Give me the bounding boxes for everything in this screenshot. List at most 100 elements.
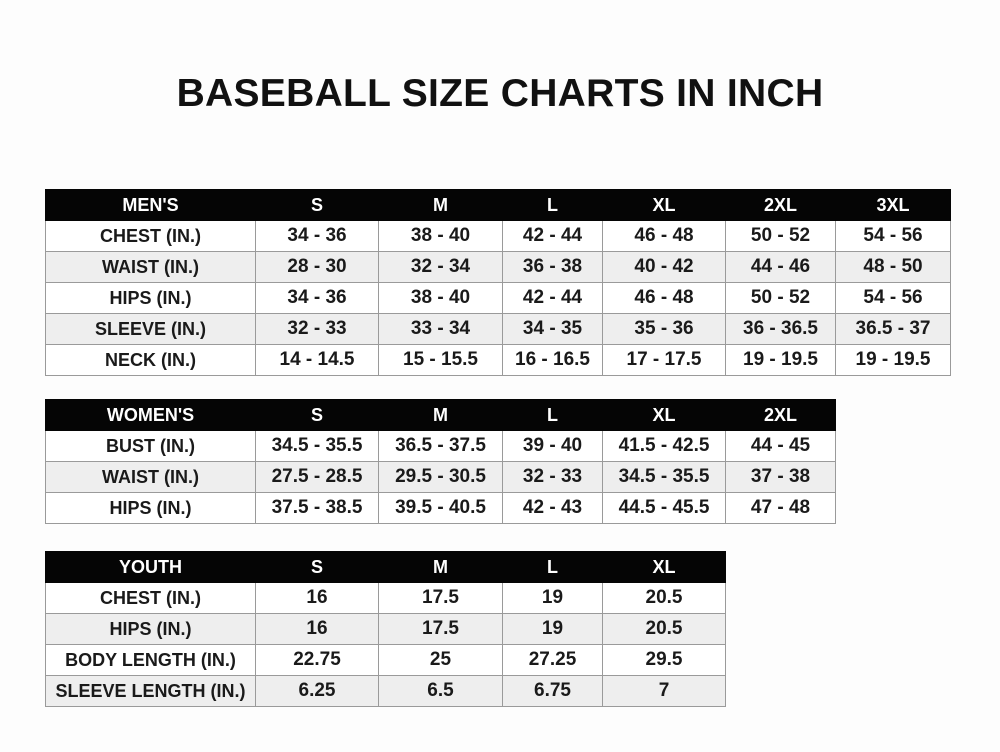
measurement-cell: 32 - 33	[255, 313, 379, 345]
youth-size-table: YOUTH S M L XL CHEST (IN.) 16 17.5 19 20.5 HIPS (I…	[45, 551, 726, 707]
measurement-cell: 35 - 36	[602, 313, 726, 345]
measurement-cell: 40 - 42	[602, 251, 726, 283]
measurement-cell: 16	[255, 613, 379, 645]
size-header: S	[255, 399, 379, 431]
measurement-cell: 46 - 48	[602, 282, 726, 314]
table-row: WAIST (IN.) 28 - 30 32 - 34 36 - 38 40 - 42 4…	[45, 251, 951, 283]
measurement-cell: 36.5 - 37.5	[378, 430, 503, 462]
measurement-cell: 34.5 - 35.5	[255, 430, 379, 462]
measurement-label: SLEEVE (IN.)	[45, 313, 256, 345]
size-header: S	[255, 551, 379, 583]
table-row: BUST (IN.) 34.5 - 35.5 36.5 - 37.5 39 - 40 4…	[45, 430, 836, 462]
measurement-cell: 54 - 56	[835, 282, 951, 314]
table-header-row: MEN'S S M L XL 2XL 3XL	[45, 189, 951, 221]
measurement-cell: 34 - 36	[255, 220, 379, 252]
size-header: XL	[602, 189, 726, 221]
table-row: CHEST (IN.) 16 17.5 19 20.5	[45, 582, 726, 614]
measurement-cell: 17.5	[378, 582, 503, 614]
womens-size-table: WOMEN'S S M L XL 2XL BUST (IN.) 34.5 - 35.5 36.5…	[45, 399, 836, 524]
measurement-label: WAIST (IN.)	[45, 461, 256, 493]
size-header: 2XL	[725, 189, 836, 221]
measurement-cell: 33 - 34	[378, 313, 503, 345]
measurement-label: BUST (IN.)	[45, 430, 256, 462]
measurement-cell: 34.5 - 35.5	[602, 461, 726, 493]
table-row: SLEEVE LENGTH (IN.) 6.25 6.5 6.75 7	[45, 675, 726, 707]
measurement-cell: 38 - 40	[378, 220, 503, 252]
measurement-cell: 47 - 48	[725, 492, 836, 524]
table-header-row: WOMEN'S S M L XL 2XL	[45, 399, 836, 431]
table-row: HIPS (IN.) 16 17.5 19 20.5	[45, 613, 726, 645]
measurement-cell: 32 - 34	[378, 251, 503, 283]
size-header: 3XL	[835, 189, 951, 221]
measurement-label: HIPS (IN.)	[45, 282, 256, 314]
measurement-cell: 37.5 - 38.5	[255, 492, 379, 524]
measurement-cell: 16	[255, 582, 379, 614]
size-header: XL	[602, 399, 726, 431]
measurement-cell: 39.5 - 40.5	[378, 492, 503, 524]
size-header: M	[378, 399, 503, 431]
size-header: 2XL	[725, 399, 836, 431]
category-header: WOMEN'S	[45, 399, 256, 431]
measurement-cell: 42 - 43	[502, 492, 603, 524]
measurement-cell: 32 - 33	[502, 461, 603, 493]
table-row: HIPS (IN.) 37.5 - 38.5 39.5 - 40.5 42 - 43 4…	[45, 492, 836, 524]
measurement-cell: 6.5	[378, 675, 503, 707]
measurement-cell: 17 - 17.5	[602, 344, 726, 376]
table-row: SLEEVE (IN.) 32 - 33 33 - 34 34 - 35 35 - 36…	[45, 313, 951, 345]
table-row: BODY LENGTH (IN.) 22.75 25 27.25 29.5	[45, 644, 726, 676]
table-row: CHEST (IN.) 34 - 36 38 - 40 42 - 44 46 - 48 5…	[45, 220, 951, 252]
measurement-cell: 20.5	[602, 613, 726, 645]
measurement-cell: 17.5	[378, 613, 503, 645]
measurement-cell: 38 - 40	[378, 282, 503, 314]
measurement-cell: 29.5 - 30.5	[378, 461, 503, 493]
measurement-cell: 6.75	[502, 675, 603, 707]
measurement-cell: 42 - 44	[502, 282, 603, 314]
size-header: XL	[602, 551, 726, 583]
measurement-label: BODY LENGTH (IN.)	[45, 644, 256, 676]
measurement-cell: 36 - 38	[502, 251, 603, 283]
measurement-label: HIPS (IN.)	[45, 492, 256, 524]
mens-size-table: MEN'S S M L XL 2XL 3XL CHEST (IN.) 34 - 36 38 - 4…	[45, 189, 951, 376]
measurement-cell: 22.75	[255, 644, 379, 676]
table-header-row: YOUTH S M L XL	[45, 551, 726, 583]
measurement-cell: 37 - 38	[725, 461, 836, 493]
page-title: BASEBALL SIZE CHARTS IN INCH	[176, 72, 824, 115]
table-row: HIPS (IN.) 34 - 36 38 - 40 42 - 44 46 - 48 50…	[45, 282, 951, 314]
category-header: MEN'S	[45, 189, 256, 221]
measurement-cell: 19 - 19.5	[725, 344, 836, 376]
size-header: M	[378, 189, 503, 221]
measurement-cell: 42 - 44	[502, 220, 603, 252]
measurement-cell: 25	[378, 644, 503, 676]
measurement-label: NECK (IN.)	[45, 344, 256, 376]
measurement-cell: 44 - 46	[725, 251, 836, 283]
measurement-cell: 19	[502, 613, 603, 645]
table-row: WAIST (IN.) 27.5 - 28.5 29.5 - 30.5 32 - 33…	[45, 461, 836, 493]
measurement-label: SLEEVE LENGTH (IN.)	[45, 675, 256, 707]
measurement-cell: 29.5	[602, 644, 726, 676]
measurement-cell: 50 - 52	[725, 220, 836, 252]
measurement-cell: 14 - 14.5	[255, 344, 379, 376]
measurement-cell: 50 - 52	[725, 282, 836, 314]
measurement-cell: 34 - 35	[502, 313, 603, 345]
measurement-cell: 54 - 56	[835, 220, 951, 252]
measurement-cell: 44.5 - 45.5	[602, 492, 726, 524]
measurement-cell: 44 - 45	[725, 430, 836, 462]
measurement-cell: 41.5 - 42.5	[602, 430, 726, 462]
measurement-cell: 39 - 40	[502, 430, 603, 462]
measurement-cell: 36 - 36.5	[725, 313, 836, 345]
measurement-cell: 19	[502, 582, 603, 614]
size-header: L	[502, 551, 603, 583]
measurement-cell: 48 - 50	[835, 251, 951, 283]
measurement-cell: 16 - 16.5	[502, 344, 603, 376]
table-row: NECK (IN.) 14 - 14.5 15 - 15.5 16 - 16.5 17 …	[45, 344, 951, 376]
measurement-cell: 34 - 36	[255, 282, 379, 314]
measurement-cell: 6.25	[255, 675, 379, 707]
measurement-cell: 27.25	[502, 644, 603, 676]
measurement-label: CHEST (IN.)	[45, 220, 256, 252]
measurement-cell: 7	[602, 675, 726, 707]
measurement-cell: 19 - 19.5	[835, 344, 951, 376]
size-header: L	[502, 399, 603, 431]
measurement-cell: 15 - 15.5	[378, 344, 503, 376]
category-header: YOUTH	[45, 551, 256, 583]
measurement-label: WAIST (IN.)	[45, 251, 256, 283]
